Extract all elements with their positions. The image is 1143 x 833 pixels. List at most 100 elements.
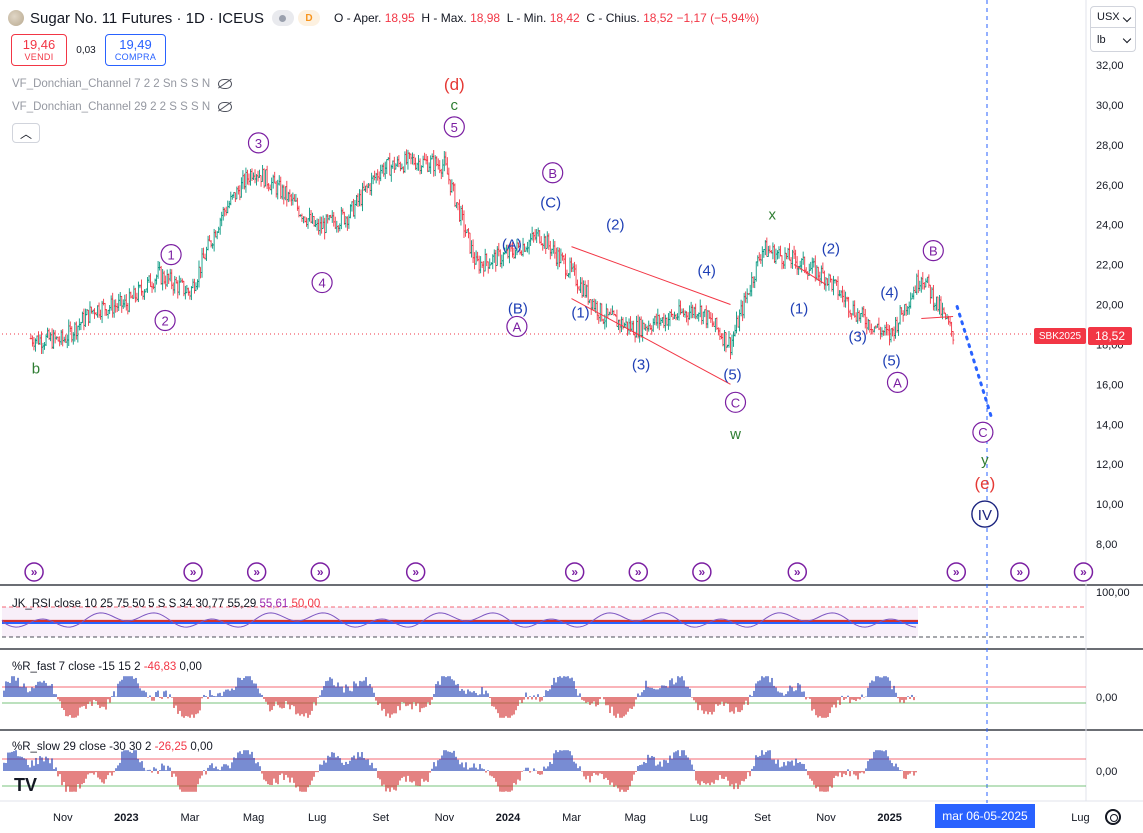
wave-label: 1 [160,244,182,266]
replay-icon[interactable]: » [405,562,426,582]
candle [723,330,726,352]
candle [951,330,955,345]
candle [805,267,808,275]
candle [182,280,186,297]
candle [359,189,363,207]
candle [747,293,750,295]
eye-hidden-icon[interactable] [218,79,233,89]
candle [340,206,343,230]
donchian-legend-1[interactable]: VF_Donchian_Channel 7 2 2 Sn S S N [12,78,233,90]
delay-badge[interactable]: D [297,10,320,26]
candle [670,309,673,318]
candle [602,318,605,325]
candle [930,287,934,299]
sell-button[interactable]: 19,46 VENDI [11,34,67,66]
candle [153,278,157,293]
candle [836,276,840,300]
replay-glyph: » [253,565,260,579]
candle [371,175,375,185]
collapse-legend-button[interactable]: ︿ [12,123,40,143]
candle [169,268,172,282]
replay-icon[interactable]: » [183,562,203,582]
low-value: 18,42 [549,11,580,25]
candle [715,317,719,330]
symbol-title[interactable]: Sugar No. 11 Futures · 1D · ICEUS [30,9,264,27]
replay-icon[interactable]: » [1073,562,1094,582]
wave-text: 3 [255,136,262,151]
candle [759,254,762,264]
candle [302,216,305,224]
candle [387,157,390,161]
sell-label: VENDI [24,51,54,62]
candle [700,305,703,325]
candle [206,235,210,251]
candle [785,252,788,260]
rsi-legend[interactable]: JK_RSI close 10 25 75 50 5 S S 34 30,77 … [12,598,320,610]
candle [256,170,260,182]
replay-icon[interactable]: » [246,562,267,582]
currency-select[interactable]: USX [1090,6,1136,28]
r-slow-legend[interactable]: %R_slow 29 close -30 30 2 -26,25 0,00 [12,741,213,753]
candle [361,182,364,212]
candle [344,215,348,228]
replay-icon[interactable]: » [310,562,331,582]
candle [66,334,69,349]
candle [591,298,594,310]
replay-icon[interactable]: » [24,562,44,582]
replay-glyph: » [794,565,801,579]
candle [464,224,467,237]
candle [661,317,664,323]
candle [52,329,55,349]
candle [562,255,566,265]
candle [97,302,101,318]
buy-button[interactable]: 19,49 COMPRA [105,34,166,66]
candle [912,286,915,300]
replay-icon[interactable]: » [787,562,808,582]
replay-glyph: » [31,565,38,579]
candle [61,329,64,347]
candle [644,323,647,331]
r-fast-legend[interactable]: %R_fast 7 close -15 15 2 -46,83 0,00 [12,661,202,673]
replay-icon[interactable]: » [692,562,712,582]
replay-icon[interactable]: » [1010,562,1030,582]
candle [343,211,346,225]
replay-icon[interactable]: » [628,562,649,582]
candle [341,208,345,215]
rsi-value-2: 55,29 [227,598,257,610]
candle [712,321,716,327]
candle [128,288,131,313]
candle [334,216,337,230]
candle [691,304,694,319]
candle [456,202,460,211]
candle [818,271,822,286]
candle [865,316,868,335]
candle [526,241,529,253]
candle [677,299,681,321]
candle [323,217,326,240]
eye-hidden-icon[interactable] [218,102,233,112]
replay-icon[interactable]: » [946,562,967,582]
candle [331,210,334,223]
wave-circle [724,391,747,413]
candle [420,165,423,174]
candle [220,211,223,227]
candle [730,334,734,356]
sell-price: 19,46 [22,36,56,52]
candle [600,303,603,322]
candle [835,279,838,286]
donchian-legend-2[interactable]: VF_Donchian_Channel 29 2 2 S S S N [12,101,233,113]
candle [264,169,267,187]
market-status-icon[interactable] [271,10,294,26]
wave-label: (e) [975,474,996,493]
candle [170,269,173,290]
replay-icon[interactable]: » [564,562,585,582]
gear-icon[interactable] [1105,809,1121,825]
candle [408,152,411,160]
candle [520,250,523,256]
unit-select[interactable]: lb [1090,28,1136,52]
candle [649,323,652,330]
candle [193,278,196,294]
candle [615,309,619,328]
candle [255,174,258,186]
